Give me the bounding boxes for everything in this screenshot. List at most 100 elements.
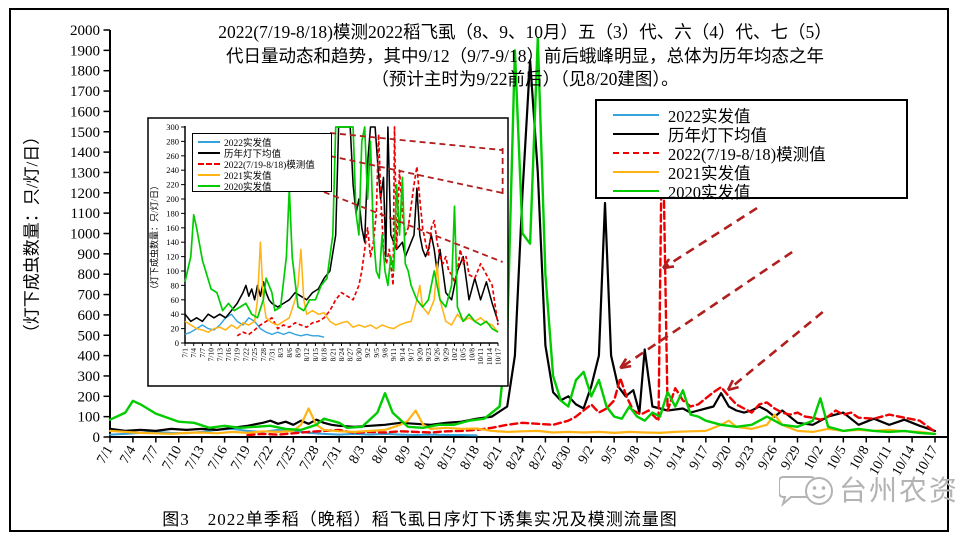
svg-text:600: 600 [78, 308, 101, 324]
svg-text:9/23: 9/23 [424, 348, 433, 362]
legend-label: 历年灯下均值 [224, 149, 282, 160]
svg-text:7/16: 7/16 [206, 444, 231, 473]
svg-text:240: 240 [166, 165, 179, 175]
chart-title-line1: 2022(7/19-8/18)模测2022稻飞虱（8、9、10月）五（3）代、六… [218, 22, 832, 42]
svg-text:8/30: 8/30 [549, 444, 574, 473]
svg-text:7/31: 7/31 [320, 444, 345, 473]
svg-text:7/13: 7/13 [215, 348, 224, 362]
svg-text:300: 300 [78, 369, 101, 385]
legend-label: 2021实发值 [224, 171, 272, 182]
legend-label: 2021实发值 [668, 163, 751, 183]
svg-text:120: 120 [166, 252, 179, 262]
svg-text:8/6: 8/6 [285, 348, 294, 358]
svg-text:0: 0 [93, 430, 101, 446]
svg-text:7/10: 7/10 [160, 444, 185, 473]
line-swatch-2020-actual [613, 189, 659, 192]
svg-text:200: 200 [166, 194, 179, 204]
svg-text:8/12: 8/12 [412, 444, 437, 473]
svg-text:9/14: 9/14 [398, 348, 407, 362]
chart-title: 2022(7/19-8/18)模测2022稻飞虱（8、9、10月）五（3）代、六… [125, 21, 925, 92]
svg-text:9/23: 9/23 [733, 444, 758, 473]
svg-text:8/15: 8/15 [435, 444, 460, 473]
svg-text:10/11: 10/11 [476, 348, 485, 365]
line-swatch-historical-mean [198, 151, 220, 154]
svg-text:1000: 1000 [70, 227, 100, 243]
svg-text:7/19: 7/19 [233, 348, 242, 362]
svg-text:1300: 1300 [70, 165, 100, 181]
chart-title-line2: 代日量动态和趋势，其中9/12（9/7-9/18）前后蛾峰明显，总体为历年均态之… [226, 45, 824, 66]
svg-text:9/17: 9/17 [407, 348, 416, 362]
svg-text:9/11: 9/11 [641, 444, 666, 473]
svg-text:7/25: 7/25 [274, 444, 299, 473]
svg-text:8/9: 8/9 [294, 348, 303, 358]
main-y-axis-label: （灯下成虫数量：只/灯/日） [22, 127, 42, 342]
svg-text:8/27: 8/27 [346, 348, 355, 362]
svg-text:8/24: 8/24 [337, 348, 346, 362]
svg-text:20: 20 [171, 324, 180, 334]
main-legend: 2022实发值 历年灯下均值 2022(7/19-8/18)模测值 2021实发… [595, 99, 908, 202]
svg-text:8/21: 8/21 [328, 348, 337, 362]
svg-text:7/22: 7/22 [251, 444, 276, 473]
inset-legend-item-2020-actual: 2020实发值 [198, 180, 331, 193]
svg-text:80: 80 [171, 280, 180, 290]
svg-text:2000: 2000 [70, 23, 100, 39]
svg-text:8/15: 8/15 [311, 348, 320, 362]
legend-item-2022-actual: 2022实发值 [613, 105, 906, 126]
svg-text:8/27: 8/27 [526, 444, 551, 473]
chart-title-line3: （预计主时为9/22前后）（见8/20建图）。 [371, 69, 679, 89]
line-swatch-historical-mean [613, 132, 659, 135]
svg-text:300: 300 [166, 122, 179, 132]
svg-text:0: 0 [175, 338, 179, 348]
legend-label: 2022实发值 [224, 138, 272, 149]
svg-text:900: 900 [78, 247, 101, 263]
svg-text:9/2: 9/2 [576, 444, 598, 467]
svg-text:200: 200 [78, 389, 101, 405]
svg-text:9/11: 9/11 [389, 348, 398, 361]
svg-text:9/2: 9/2 [363, 348, 372, 358]
svg-text:260: 260 [166, 151, 179, 161]
inset-legend-item-2022-actual: 2022实发值 [198, 136, 331, 149]
svg-text:280: 280 [166, 136, 179, 146]
svg-text:9/8: 9/8 [622, 444, 644, 467]
svg-text:7/7: 7/7 [140, 444, 162, 467]
line-swatch-2021-actual [613, 170, 659, 173]
svg-text:8/6: 8/6 [370, 444, 392, 467]
chat-bubble-face-icon [779, 476, 833, 507]
inset-y-axis-label: （灯下成虫数量：只/灯/日） [149, 181, 160, 295]
svg-text:1800: 1800 [70, 64, 100, 80]
legend-item-2022-model: 2022(7/19-8/18)模测值 [613, 143, 906, 164]
svg-text:7/25: 7/25 [250, 348, 259, 362]
svg-text:100: 100 [166, 266, 179, 276]
svg-text:9/20: 9/20 [415, 348, 424, 362]
svg-text:10/14: 10/14 [485, 348, 494, 365]
legend-label: 2022(7/19-8/18)模测值 [224, 160, 315, 171]
svg-text:9/5: 9/5 [599, 444, 621, 467]
svg-text:1500: 1500 [70, 125, 100, 141]
svg-text:8/21: 8/21 [481, 444, 506, 473]
svg-text:7/7: 7/7 [198, 348, 207, 358]
svg-text:9/20: 9/20 [710, 444, 735, 473]
svg-text:9/17: 9/17 [687, 444, 712, 473]
legend-label: 2022(7/19-8/18)模测值 [668, 144, 826, 164]
svg-text:7/28: 7/28 [259, 348, 268, 362]
svg-text:7/13: 7/13 [183, 444, 208, 473]
svg-text:1400: 1400 [70, 145, 100, 161]
legend-label: 2020实发值 [668, 182, 751, 202]
svg-text:8/18: 8/18 [458, 444, 483, 473]
svg-text:8/18: 8/18 [320, 348, 329, 362]
svg-text:7/28: 7/28 [297, 444, 322, 473]
svg-text:1700: 1700 [70, 84, 100, 100]
legend-item-historical-mean: 历年灯下均值 [613, 124, 906, 145]
svg-text:7/22: 7/22 [241, 348, 250, 362]
svg-text:8/24: 8/24 [504, 444, 529, 473]
inset-legend-item-historical-mean: 历年灯下均值 [198, 147, 331, 160]
svg-text:7/10: 7/10 [207, 348, 216, 362]
svg-text:1100: 1100 [71, 206, 100, 222]
svg-text:8/9: 8/9 [392, 444, 414, 467]
figure-caption: 图3 2022单季稻（晚稻）稻飞虱日序灯下诱集实况及模测流量图 [162, 510, 678, 529]
line-swatch-2022-actual [613, 113, 659, 116]
svg-text:800: 800 [78, 267, 101, 283]
svg-text:9/8: 9/8 [380, 348, 389, 358]
line-swatch-2020-actual [198, 184, 220, 187]
svg-text:10/2: 10/2 [450, 348, 459, 362]
